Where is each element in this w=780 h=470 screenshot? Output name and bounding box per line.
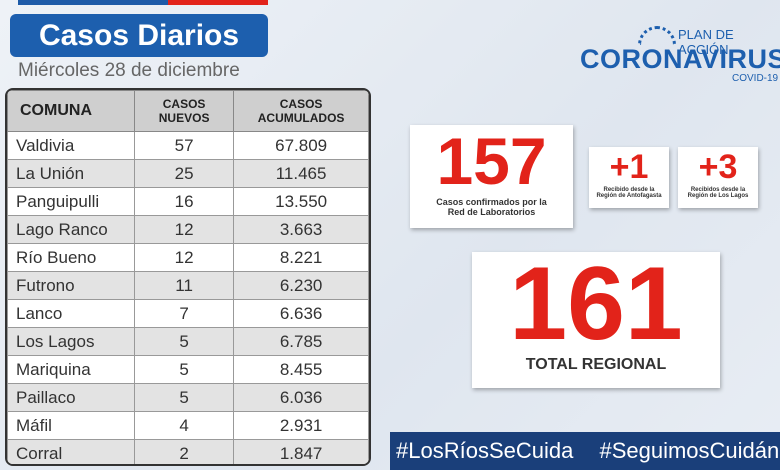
table-cell: 6.785 [233, 327, 369, 356]
column-header: CASOS ACUMULADOS [233, 90, 369, 132]
logo-icon [638, 26, 676, 45]
title: Casos Diarios [10, 14, 268, 57]
table-row: Lanco 7 6.636 [7, 299, 369, 328]
logo-main: CORONAVIRUS [580, 44, 780, 74]
table-cell: 13.550 [233, 187, 369, 216]
header-row: COMUNA CASOS NUEVOS CASOS ACUMULADOS [7, 90, 369, 132]
table-row: Valdivia 57 67.809 [7, 131, 369, 160]
table-row: Paillaco 5 6.036 [7, 383, 369, 412]
table-cell: 6.230 [233, 271, 369, 300]
table-cell: Lago Ranco [7, 215, 135, 244]
table-cell: Panguipulli [7, 187, 135, 216]
table-cell: Lanco [7, 299, 135, 328]
table-cell: 2.931 [233, 411, 369, 440]
table-cell: 6.636 [233, 299, 369, 328]
table-cell: Corral [7, 439, 135, 464]
table-row: Corral 2 1.847 [7, 439, 369, 464]
table-row: Panguipulli 16 13.550 [7, 187, 369, 216]
loslagos-label: Recibidos desde la Región de Los Lagos [687, 187, 749, 199]
column-header: COMUNA [7, 90, 135, 132]
logo-top: PLAN DE ACCIÓN [678, 27, 734, 57]
table-cell: Paillaco [7, 383, 135, 412]
table-cell: 11.465 [233, 159, 369, 188]
hashtag: #SeguimosCuidándonos [599, 438, 780, 463]
table-cell: Los Lagos [7, 327, 135, 356]
table-row: Mariquina 5 8.455 [7, 355, 369, 384]
table-cell: Río Bueno [7, 243, 135, 272]
loslagos-value: +3 [698, 148, 738, 186]
table-row: Río Bueno 12 8.221 [7, 243, 369, 272]
lab-value: 157 [436, 124, 547, 198]
table-cell: 12 [133, 243, 235, 272]
table-cell: 5 [133, 327, 235, 356]
logo: PLAN DE ACCIÓN CORONAVIRUS COVID-19 [580, 22, 780, 88]
table-cell: 11 [133, 271, 235, 300]
table-cell: Máfil [7, 411, 135, 440]
table-row: Máfil 4 2.931 [7, 411, 369, 440]
table-cell: 5 [133, 355, 235, 384]
table: COMUNA CASOS NUEVOS CASOS ACUMULADOS Valdi… [5, 88, 371, 466]
table-cell: 16 [133, 187, 235, 216]
antofagasta-value: +1 [609, 148, 649, 186]
table-cell: 8.221 [233, 243, 369, 272]
table-cell: 3.663 [233, 215, 369, 244]
table-cell: 2 [133, 439, 235, 464]
total-value: 161 [509, 246, 683, 362]
lab-box: 157 Casos confirmados por la Red de Labo… [410, 125, 573, 228]
total-label: TOTAL REGIONAL [525, 356, 667, 373]
table-cell: Valdivia [7, 131, 135, 160]
table-cell: 6.036 [233, 383, 369, 412]
logo-sub: COVID-19 [732, 73, 779, 84]
table-cell: 67.809 [233, 131, 369, 160]
hashtag-bar: #LosRíosSeCuida #SeguimosCuidándonos [390, 432, 780, 470]
table-cell: 8.455 [233, 355, 369, 384]
table-row: Lago Ranco 12 3.663 [7, 215, 369, 244]
table-row: Los Lagos 5 6.785 [7, 327, 369, 356]
table-cell: 1.847 [233, 439, 369, 464]
table-cell: 57 [133, 131, 235, 160]
table-cell: 12 [133, 215, 235, 244]
top-strip [18, 0, 268, 5]
table-cell: 7 [133, 299, 235, 328]
date: Miércoles 28 de diciembre [18, 60, 240, 81]
lab-label: Casos confirmados por la Red de Laborato… [436, 197, 547, 217]
table-cell: La Unión [7, 159, 135, 188]
table-row: Futrono 11 6.230 [7, 271, 369, 300]
table-cell: 5 [133, 383, 235, 412]
hashtag: #LosRíosSeCuida [396, 438, 574, 463]
total-box: 161 TOTAL REGIONAL [472, 252, 720, 388]
table-cell: 4 [133, 411, 235, 440]
table-row: La Unión 25 11.465 [7, 159, 369, 188]
table-cell: Mariquina [7, 355, 135, 384]
column-header: CASOS NUEVOS [133, 90, 235, 132]
table-cell: Futrono [7, 271, 135, 300]
antofagasta-label: Recibido desde la Región de Antofagasta [596, 187, 662, 199]
loslagos-box: +3 Recibidos desde la Región de Los Lago… [678, 147, 758, 208]
table-cell: 25 [133, 159, 235, 188]
cases-table: COMUNA CASOS NUEVOS CASOS ACUMULADOS Valdi… [7, 90, 369, 464]
antofagasta-box: +1 Recibido desde la Región de Antofagas… [589, 147, 669, 208]
